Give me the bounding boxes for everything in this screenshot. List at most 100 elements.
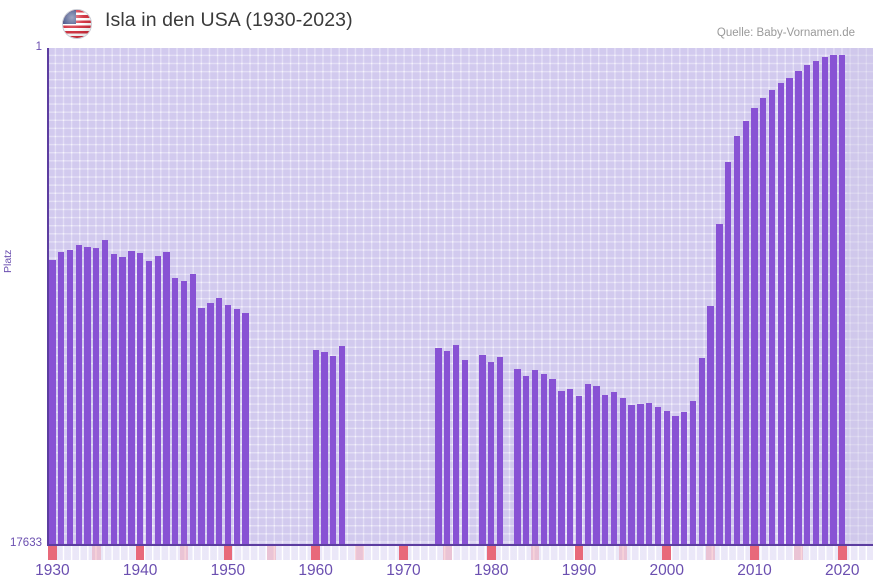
x-axis-tick-mark [662, 546, 672, 560]
bar [558, 391, 565, 545]
x-axis-line [47, 544, 873, 546]
x-axis-tick-mark [706, 546, 715, 560]
x-axis-tick-mark [267, 546, 277, 560]
bar [215, 298, 223, 545]
bar [154, 255, 161, 545]
bar [75, 245, 82, 545]
bar [189, 274, 196, 545]
bar [110, 253, 117, 545]
bar [593, 385, 600, 545]
chart-header: Isla in den USA (1930-2023) Quelle: Baby… [0, 0, 873, 48]
bar [242, 312, 249, 545]
x-axis-tick-mark [399, 546, 408, 560]
x-axis-tick-label: 1960 [298, 562, 333, 579]
x-axis-tick-mark [311, 546, 321, 560]
bar [435, 348, 442, 545]
x-axis-tick-mark [750, 546, 759, 560]
bar [672, 415, 679, 545]
bar [461, 360, 469, 545]
bar [172, 278, 179, 545]
bar [101, 240, 109, 545]
bar [575, 395, 583, 545]
bar [777, 82, 784, 545]
x-axis-tick-label: 1970 [386, 562, 421, 579]
y-axis-tick-label-bottom: 17633 [10, 537, 42, 549]
bar [821, 56, 828, 545]
x-axis-tick-strip [48, 546, 873, 560]
bar [163, 251, 170, 545]
bar [523, 376, 530, 545]
bar [321, 351, 328, 545]
x-axis-tick-mark [442, 546, 452, 560]
source-attribution: Quelle: Baby-Vornamen.de [716, 27, 855, 39]
bar [839, 55, 846, 545]
bar [663, 410, 670, 545]
x-axis-tick-mark [135, 546, 145, 560]
bar [742, 120, 749, 545]
bar-series [48, 48, 873, 545]
x-axis-tick-label: 2020 [825, 562, 860, 579]
bar [707, 306, 714, 545]
x-axis-tick-mark [91, 546, 101, 560]
bar [58, 251, 65, 545]
bar [136, 252, 144, 545]
bar [786, 77, 793, 545]
bar [531, 370, 539, 545]
x-axis-tick-label: 1990 [561, 562, 597, 579]
bar [233, 308, 240, 545]
bar [496, 356, 504, 545]
bar [452, 345, 460, 545]
y-axis-title: Platz [2, 249, 14, 273]
bar [338, 346, 346, 545]
bar [812, 60, 820, 545]
bar [804, 65, 811, 545]
bar [330, 355, 337, 545]
bar [733, 135, 741, 545]
x-axis-tick-mark [223, 546, 233, 560]
x-axis-tick-label: 2010 [737, 562, 772, 579]
bar [716, 224, 723, 545]
x-axis-tick-mark [48, 546, 57, 560]
y-axis-tick-label-top: 1 [35, 41, 42, 53]
bar [646, 402, 653, 545]
bar [312, 350, 319, 545]
bar [66, 249, 74, 545]
bar [198, 307, 205, 545]
bar [751, 107, 758, 545]
bar [207, 303, 214, 545]
bar [549, 379, 556, 545]
x-axis-tick-mark [179, 546, 189, 560]
bar [128, 251, 135, 545]
bar [760, 98, 767, 545]
bar [681, 412, 688, 545]
bar [637, 403, 644, 545]
bar [689, 400, 697, 545]
bar [540, 373, 548, 545]
x-axis-tick-mark [574, 546, 584, 560]
bar [93, 248, 100, 545]
bar [628, 405, 635, 545]
bar [584, 383, 591, 545]
x-axis-tick-mark [530, 546, 540, 560]
x-axis-tick-label: 2000 [649, 562, 684, 579]
bar [619, 398, 627, 545]
us-flag-icon [62, 9, 92, 39]
x-axis-tick-mark [618, 546, 628, 560]
bar [479, 355, 486, 545]
x-axis-tick-mark [837, 546, 847, 560]
bar [488, 362, 495, 545]
y-axis-line [47, 48, 49, 546]
bar [180, 280, 188, 545]
bar [84, 247, 91, 545]
page-title: Isla in den USA (1930-2023) [105, 9, 353, 31]
bar [224, 305, 232, 545]
bar [768, 89, 776, 545]
x-axis-tick-mark [794, 546, 803, 560]
bar [444, 351, 451, 545]
x-axis-tick-label: 1940 [122, 562, 158, 579]
bar [49, 259, 56, 545]
x-axis-tick-label: 1980 [473, 562, 509, 579]
bar [795, 71, 802, 545]
bar [725, 162, 732, 545]
